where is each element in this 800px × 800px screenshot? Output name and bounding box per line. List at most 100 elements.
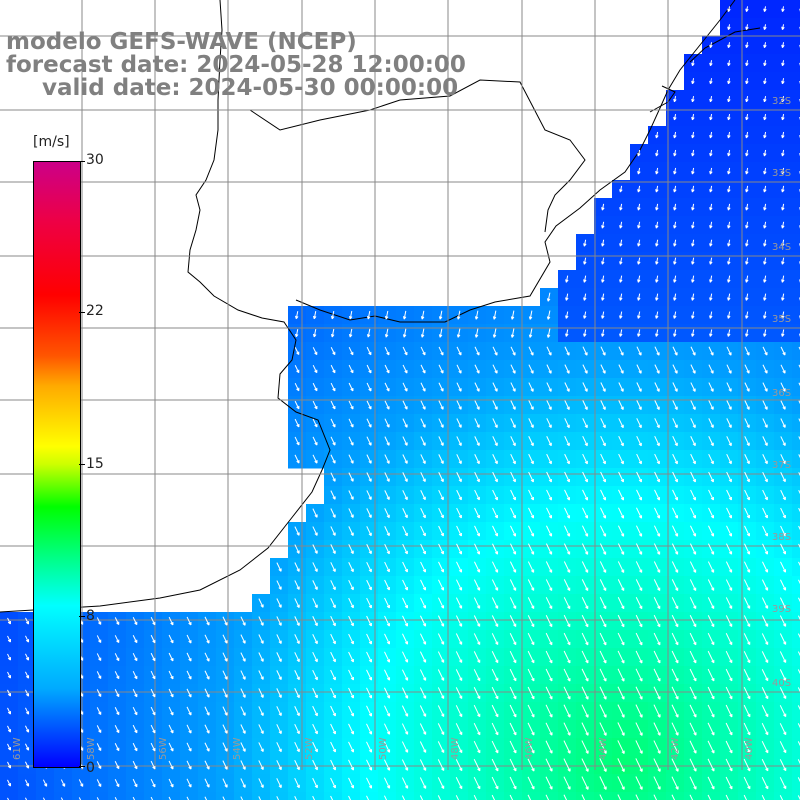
wind-arrow xyxy=(168,634,174,644)
wind-arrow xyxy=(725,543,733,555)
wind-arrow xyxy=(709,203,713,211)
wind-arrow xyxy=(725,758,733,772)
wind-arrow xyxy=(348,562,354,573)
wind-arrow xyxy=(617,686,625,700)
wind-arrow xyxy=(581,543,589,555)
wind-arrow xyxy=(383,723,391,735)
wind-arrow xyxy=(635,543,643,555)
wind-arrow xyxy=(618,418,624,429)
wind-arrow xyxy=(437,597,445,609)
wind-arrow xyxy=(402,310,407,320)
wind-arrow xyxy=(637,167,641,175)
wind-speed-cell xyxy=(180,792,199,800)
wind-arrow xyxy=(744,507,750,519)
wind-arrow xyxy=(563,561,571,573)
wind-arrow xyxy=(673,257,677,265)
wind-arrow xyxy=(743,615,751,627)
wind-arrow xyxy=(725,668,733,682)
wind-arrow xyxy=(636,418,642,429)
wind-arrow xyxy=(727,221,731,229)
wind-arrow xyxy=(725,561,733,573)
wind-arrow xyxy=(672,453,678,465)
wind-arrow xyxy=(781,78,785,85)
wind-arrow xyxy=(599,561,607,573)
colorbar-tick-label: 30 xyxy=(86,152,104,168)
wind-speed-cell xyxy=(270,792,289,800)
wind-arrow xyxy=(636,489,642,501)
wind-arrow xyxy=(763,167,767,175)
wind-arrow xyxy=(528,310,533,320)
wind-arrow xyxy=(635,614,643,628)
wind-arrow xyxy=(294,562,300,572)
wind-arrow xyxy=(691,113,695,121)
wind-speed-cell xyxy=(792,288,800,307)
wind-arrow xyxy=(312,544,318,554)
wind-speed-cell xyxy=(792,702,800,721)
wind-arrow xyxy=(745,42,749,49)
wind-arrow xyxy=(707,650,715,664)
wind-arrow xyxy=(312,598,318,609)
wind-arrow xyxy=(779,633,787,645)
wind-speed-cell xyxy=(792,180,800,199)
wind-arrow xyxy=(384,472,390,482)
wind-arrow xyxy=(150,652,156,662)
wind-arrow xyxy=(762,525,768,537)
wind-arrow xyxy=(24,707,30,715)
wind-arrow xyxy=(402,633,409,645)
wind-arrow xyxy=(7,761,12,769)
wind-arrow xyxy=(689,650,697,664)
wind-arrow xyxy=(312,382,318,392)
wind-speed-cell xyxy=(792,450,800,469)
wind-arrow xyxy=(456,400,462,410)
wind-arrow xyxy=(709,60,713,67)
wind-arrow xyxy=(581,525,589,537)
wind-arrow xyxy=(671,668,679,682)
wind-arrow xyxy=(546,310,551,320)
wind-arrow xyxy=(635,704,643,718)
wind-arrow xyxy=(383,777,391,789)
wind-arrow xyxy=(509,722,517,736)
wind-arrow xyxy=(294,454,300,464)
wind-arrow xyxy=(654,435,660,447)
wind-arrow xyxy=(654,400,660,410)
wind-arrow xyxy=(727,60,731,67)
wind-arrow xyxy=(402,579,408,591)
wind-arrow xyxy=(312,580,318,591)
wind-arrow xyxy=(438,436,444,446)
wind-arrow xyxy=(618,364,624,374)
wind-arrow xyxy=(348,508,354,518)
wind-arrow xyxy=(401,741,409,753)
wind-arrow xyxy=(671,632,679,646)
wind-arrow xyxy=(745,275,749,283)
wind-arrow xyxy=(402,454,408,464)
wind-arrow xyxy=(258,670,264,680)
wind-arrow xyxy=(222,724,228,734)
wind-arrow xyxy=(599,686,607,700)
wind-arrow xyxy=(492,382,498,392)
wind-arrow xyxy=(725,633,733,646)
wind-arrow xyxy=(330,328,335,338)
wind-speed-cell xyxy=(792,540,800,559)
wind-arrow xyxy=(330,741,336,753)
latitude-label: 39S xyxy=(772,604,791,615)
wind-arrow xyxy=(150,616,156,626)
wind-arrow xyxy=(672,507,679,519)
forecast-date: forecast date: 2024-05-28 12:00:00 xyxy=(6,52,466,78)
wind-arrow xyxy=(763,24,767,30)
wind-arrow xyxy=(727,239,731,247)
wind-arrow xyxy=(601,239,605,247)
wind-arrow xyxy=(743,669,751,682)
wind-arrow xyxy=(456,525,462,537)
wind-arrow xyxy=(689,615,697,628)
wind-arrow xyxy=(438,561,444,573)
wind-arrow xyxy=(366,597,372,609)
wind-arrow xyxy=(599,776,607,790)
wind-arrow xyxy=(582,382,588,392)
wind-arrow xyxy=(366,508,372,519)
wind-arrow xyxy=(366,418,372,428)
wind-arrow xyxy=(384,615,390,627)
wind-arrow xyxy=(637,293,641,301)
wind-arrow xyxy=(419,777,427,789)
wind-arrow xyxy=(528,489,534,501)
wind-arrow xyxy=(438,489,444,501)
